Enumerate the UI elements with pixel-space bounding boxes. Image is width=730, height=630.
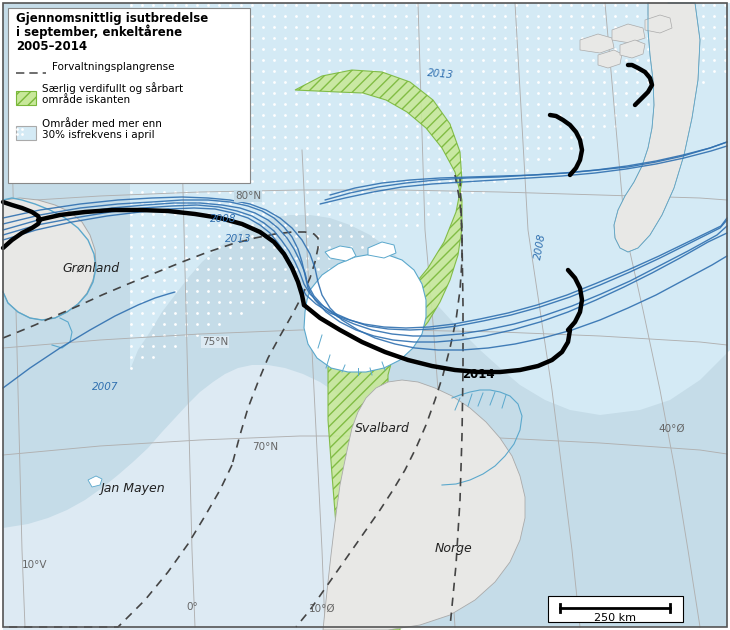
Text: 40°Ø: 40°Ø (658, 424, 685, 434)
Polygon shape (3, 198, 96, 320)
Text: Områder med mer enn: Områder med mer enn (42, 119, 162, 129)
Text: Særlig verdifullt og sårbart: Særlig verdifullt og sårbart (42, 82, 183, 94)
Text: Forvaltningsplangrense: Forvaltningsplangrense (52, 62, 174, 72)
Text: Jan Mayen: Jan Mayen (100, 482, 165, 495)
Text: 70°N: 70°N (252, 442, 278, 452)
Text: 2008: 2008 (210, 214, 237, 224)
Text: 10°Ø: 10°Ø (309, 604, 335, 614)
Text: 2013: 2013 (225, 234, 252, 244)
Polygon shape (3, 200, 392, 630)
Polygon shape (614, 3, 700, 252)
Text: Svalbard: Svalbard (355, 422, 410, 435)
Polygon shape (580, 34, 614, 53)
Text: 75°N: 75°N (202, 337, 228, 347)
Polygon shape (620, 40, 645, 58)
Polygon shape (645, 15, 672, 33)
Text: 2008: 2008 (533, 232, 548, 260)
Text: 0°: 0° (186, 602, 198, 612)
Text: Gjennomsnittlig isutbredelse: Gjennomsnittlig isutbredelse (16, 12, 208, 25)
Text: 30% isfrekvens i april: 30% isfrekvens i april (42, 130, 155, 140)
Bar (16, 126, 36, 140)
Text: 2013: 2013 (426, 68, 453, 80)
Polygon shape (612, 24, 645, 43)
Polygon shape (598, 50, 622, 68)
Text: Norge: Norge (435, 542, 473, 555)
Bar (8, 8, 250, 183)
Text: 2014: 2014 (462, 368, 495, 381)
Polygon shape (368, 242, 396, 258)
Text: 10°V: 10°V (22, 560, 47, 570)
Text: 2005–2014: 2005–2014 (16, 40, 87, 53)
Polygon shape (130, 3, 730, 415)
Text: 2007: 2007 (92, 382, 118, 392)
Polygon shape (295, 70, 462, 630)
Polygon shape (88, 476, 102, 487)
Polygon shape (323, 380, 525, 630)
Bar (16, 91, 36, 105)
Bar (548, 596, 683, 622)
Text: Grønland: Grønland (62, 262, 119, 275)
Polygon shape (304, 254, 426, 372)
Text: 80°N: 80°N (235, 191, 261, 201)
Text: i september, enkeltårene: i september, enkeltårene (16, 25, 182, 39)
Text: område iskanten: område iskanten (42, 95, 130, 105)
Polygon shape (325, 246, 356, 261)
Text: 250 km: 250 km (594, 613, 636, 623)
